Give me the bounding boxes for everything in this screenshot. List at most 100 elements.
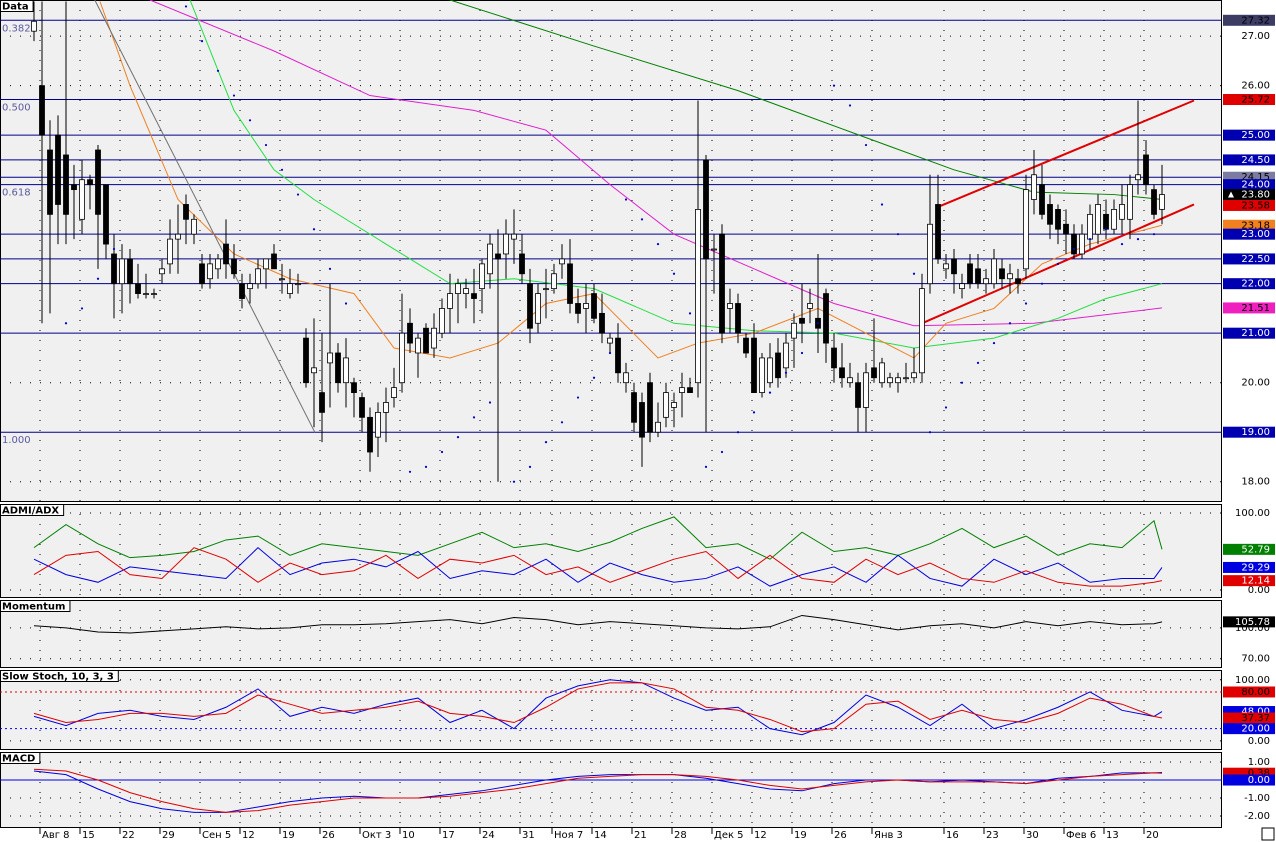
candle-body [1103,213,1109,230]
sar-dot [408,470,412,473]
candle-body [223,243,229,265]
candle-body [775,352,781,379]
panel-background [0,752,1222,828]
badge-label: 0.38 [1248,768,1270,779]
price-badge [1223,219,1275,231]
y-tick-label: 100.00 [1235,508,1270,519]
badge-label: 52.79 [1241,544,1270,555]
sar-dot [848,104,852,107]
candle-body [1023,189,1029,270]
sar-dot [976,361,980,364]
sar-dot [928,431,932,434]
candle-body [1007,273,1013,280]
candle-body [319,392,325,413]
candle-body [511,233,517,240]
candle-body [767,357,773,384]
y-tick-label: 0.00 [1248,736,1270,747]
sar-dot [1040,282,1044,285]
sar-dot [184,5,188,8]
sar-dot [344,302,348,305]
fib-label: 0.382 [2,23,31,34]
candle-body [903,377,909,380]
sar-dot [512,480,516,483]
sar-dot [64,322,68,325]
candle-body [303,337,309,384]
candle-body [71,184,77,191]
sar-dot [232,94,236,97]
fib-label: 1.000 [2,435,31,446]
price-badge [1223,179,1275,191]
candle-body [183,204,189,220]
x-tick-label: 17 [442,830,455,841]
candle-body [1047,204,1053,225]
x-tick-label: 28 [674,830,687,841]
candle-body [455,283,461,294]
candle-body [543,288,549,291]
indicator-line [33,682,1163,733]
badge-label: 25.00 [1241,130,1270,141]
panel [0,504,1222,598]
sar-dot [96,277,100,280]
candle-body [871,367,877,379]
x-tick-label: 12 [242,830,255,841]
price-badge [1223,561,1275,573]
sar-dot [528,465,532,468]
sar-dot [672,272,676,275]
x-tick-label: Окт 3 [362,830,391,841]
panel-title-box [0,600,71,612]
y-tick-label: 70.00 [1241,654,1270,665]
price-badge [1223,154,1275,166]
candle-body [111,253,117,285]
candle-body [271,253,277,270]
corner-button[interactable] [1261,827,1275,841]
overlay-line [937,99,1195,208]
candle-body [255,268,261,285]
candle-body [703,159,709,260]
candle-body [1071,233,1077,255]
indicator-line [33,547,1163,587]
panel-background [0,0,1222,502]
candle-body [1159,194,1165,210]
candle-body [943,263,949,270]
x-tick-label: 26 [834,830,847,841]
sar-dot [640,218,644,221]
sar-dot [720,450,724,454]
sar-dot [608,351,612,355]
y-tick-label: 27.00 [1241,31,1270,42]
badge-label: 23.00 [1241,229,1270,240]
overlay-line [149,0,1163,327]
candle-body [343,357,349,384]
candle-body [39,85,45,136]
price-badge [1223,767,1275,779]
candle-body [735,303,741,334]
badge-label: 24.15 [1241,172,1270,183]
candle-body [575,303,581,314]
candle-body [143,293,149,295]
candle-body [159,268,165,275]
badge-label: 24.00 [1241,180,1270,191]
candle-body [167,238,173,265]
price-badge [1223,712,1275,724]
candle-body [567,263,573,304]
overlay-line [449,0,1163,201]
y-tick-label: 1.00 [1248,757,1270,768]
candle-body [1063,223,1069,235]
panel-title-box [0,670,119,682]
x-tick-label: 16 [946,830,959,841]
x-tick-label: 22 [122,830,135,841]
sar-dot [1136,238,1140,241]
candle-body [695,209,701,384]
candle-body [887,377,893,384]
candle-body [919,288,925,374]
x-tick-label: Сен 5 [202,830,231,841]
price-badge [1223,686,1275,698]
panel-background [0,670,1222,750]
candle-body [399,332,405,384]
candle-body [583,303,589,309]
sar-dot [560,421,564,424]
candle-body [479,263,485,290]
sar-dot [1008,322,1012,325]
sar-dot [312,228,316,231]
candle-body [607,337,613,344]
